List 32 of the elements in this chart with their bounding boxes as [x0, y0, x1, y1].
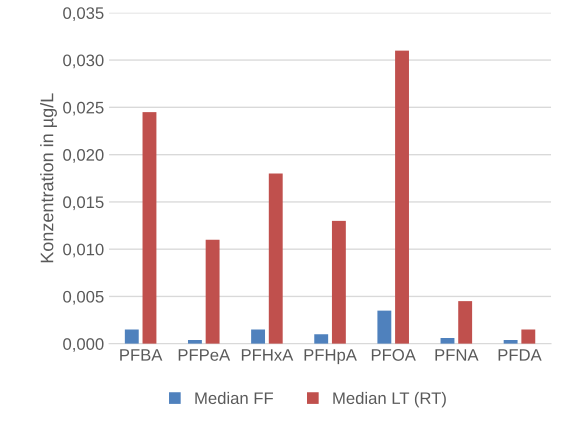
bar: [504, 340, 518, 344]
bar: [458, 301, 472, 344]
x-tick-label: PFOA: [372, 349, 416, 361]
bar: [251, 330, 266, 344]
bar: [377, 310, 392, 344]
y-tick-label: 0,035: [63, 7, 104, 21]
y-tick-label: 0,005: [63, 290, 104, 305]
bar: [142, 112, 156, 344]
x-tick-label: PFBA: [120, 349, 162, 361]
y-axis-title: Konzentration in µg/L: [40, 93, 57, 262]
x-tick-label: PFNA: [435, 349, 479, 361]
bar: [206, 240, 220, 344]
bar: [332, 220, 346, 344]
bar: [124, 330, 139, 344]
x-tick-label: PFHxA: [242, 349, 294, 361]
bar: [395, 50, 409, 344]
bar: [440, 338, 454, 344]
legend-label: Median LT (RT): [333, 392, 446, 408]
y-tick-label: 0,015: [63, 196, 104, 210]
bar: [188, 340, 202, 344]
y-tick-label: 0,030: [63, 54, 104, 68]
x-tick-label: PFDA: [498, 349, 542, 361]
bar: [314, 334, 328, 344]
x-tick-label: PFHpA: [304, 349, 357, 364]
y-tick-label: 0,000: [63, 338, 104, 352]
y-tick-label: 0,025: [63, 102, 104, 116]
bar: [521, 330, 536, 344]
y-tick-label: 0,010: [63, 244, 104, 258]
y-tick-label: 0,020: [63, 149, 104, 163]
legend-label: Median FF: [195, 392, 274, 404]
x-tick-label: PFPeA: [178, 349, 230, 361]
bar: [268, 174, 283, 344]
